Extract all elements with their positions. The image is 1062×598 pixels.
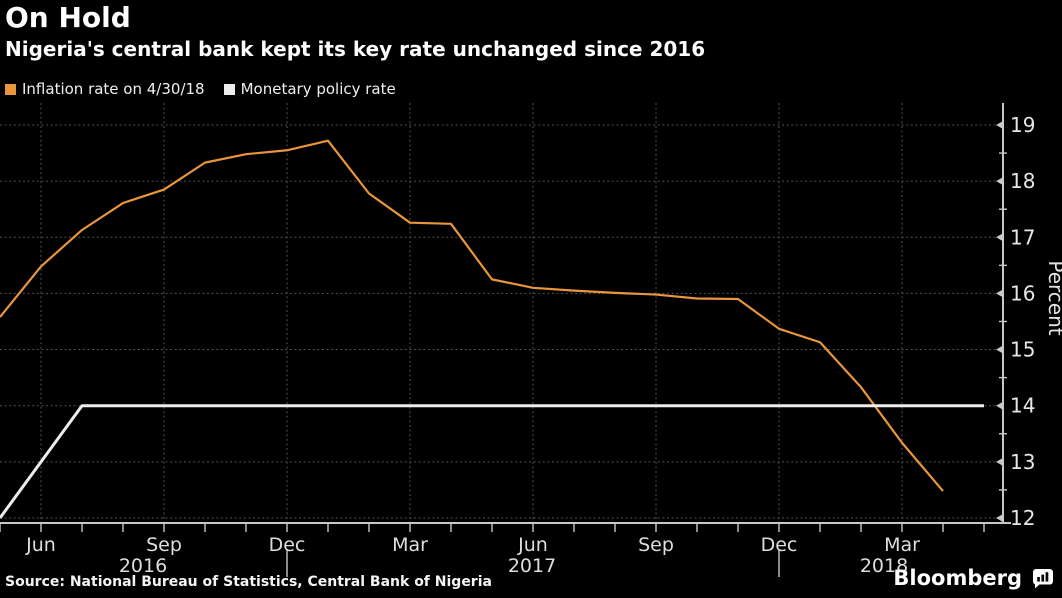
inflation-swatch-icon: [5, 83, 16, 95]
y-tick-label: 13: [1010, 450, 1035, 474]
policy-rate-swatch-icon: [223, 83, 235, 95]
y-major-tick: [996, 345, 1003, 354]
y-tick-label: 12: [1010, 506, 1035, 530]
chart-title: On Hold: [5, 1, 131, 34]
x-tick-label: Dec: [761, 534, 798, 556]
x-tick-label: Jun: [517, 534, 548, 556]
gridlines: [0, 103, 1003, 523]
series-lines: [0, 139, 984, 519]
y-tick-label: 18: [1010, 169, 1035, 193]
x-tick-label: Mar: [884, 534, 920, 556]
y-major-tick: [996, 513, 1003, 522]
chart-header: On Hold Nigeria's central bank kept its …: [5, 1, 706, 62]
chart-subtitle: Nigeria's central bank kept its key rate…: [5, 37, 706, 62]
x-tick-label: Jun: [25, 534, 56, 556]
y-tick-label: 15: [1010, 338, 1035, 362]
policy-rate-line: [0, 404, 984, 519]
x-tick-label: Dec: [269, 534, 306, 556]
legend-label-inflation: Inflation rate on 4/30/18: [22, 80, 205, 98]
y-major-tick: [996, 121, 1003, 129]
bloomberg-branding: Bloomberg: [893, 566, 1054, 590]
x-tick-label: Mar: [392, 534, 428, 556]
year-label: 2018: [860, 555, 908, 577]
legend-label-policy-rate: Monetary policy rate: [240, 80, 396, 98]
y-major-tick: [996, 177, 1003, 186]
legend: Inflation rate on 4/30/18 Monetary polic…: [5, 80, 396, 98]
y-tick-label: 14: [1010, 394, 1035, 418]
y-tick-label: 17: [1010, 225, 1035, 249]
y-major-tick: [996, 233, 1003, 242]
y-tick-label: 19: [1010, 113, 1035, 137]
year-label: 2016: [119, 555, 167, 577]
y-tick-label: 16: [1010, 281, 1035, 305]
source-note: Source: National Bureau of Statistics, C…: [5, 574, 492, 590]
y-major-tick: [996, 289, 1003, 298]
y-axis-title: Percent: [1044, 260, 1062, 335]
axes: [0, 103, 1011, 577]
bloomberg-chart-bubble-icon: [1033, 568, 1053, 588]
x-tick-label: Sep: [146, 534, 182, 556]
axis-tick-labels: 12 13 14 15 16 17 18 19 Jun Sep Dec Mar Jun Sep Dec Mar…: [25, 113, 1035, 577]
year-label: 2017: [508, 555, 556, 577]
inflation-line: [0, 139, 944, 492]
x-tick-label: Sep: [638, 534, 674, 556]
legend-item-policy-rate: Monetary policy rate: [223, 80, 396, 98]
y-major-tick: [996, 457, 1003, 466]
y-major-tick: [996, 401, 1003, 410]
bloomberg-wordmark: Bloomberg: [893, 566, 1022, 590]
legend-item-inflation: Inflation rate on 4/30/18: [5, 80, 205, 98]
